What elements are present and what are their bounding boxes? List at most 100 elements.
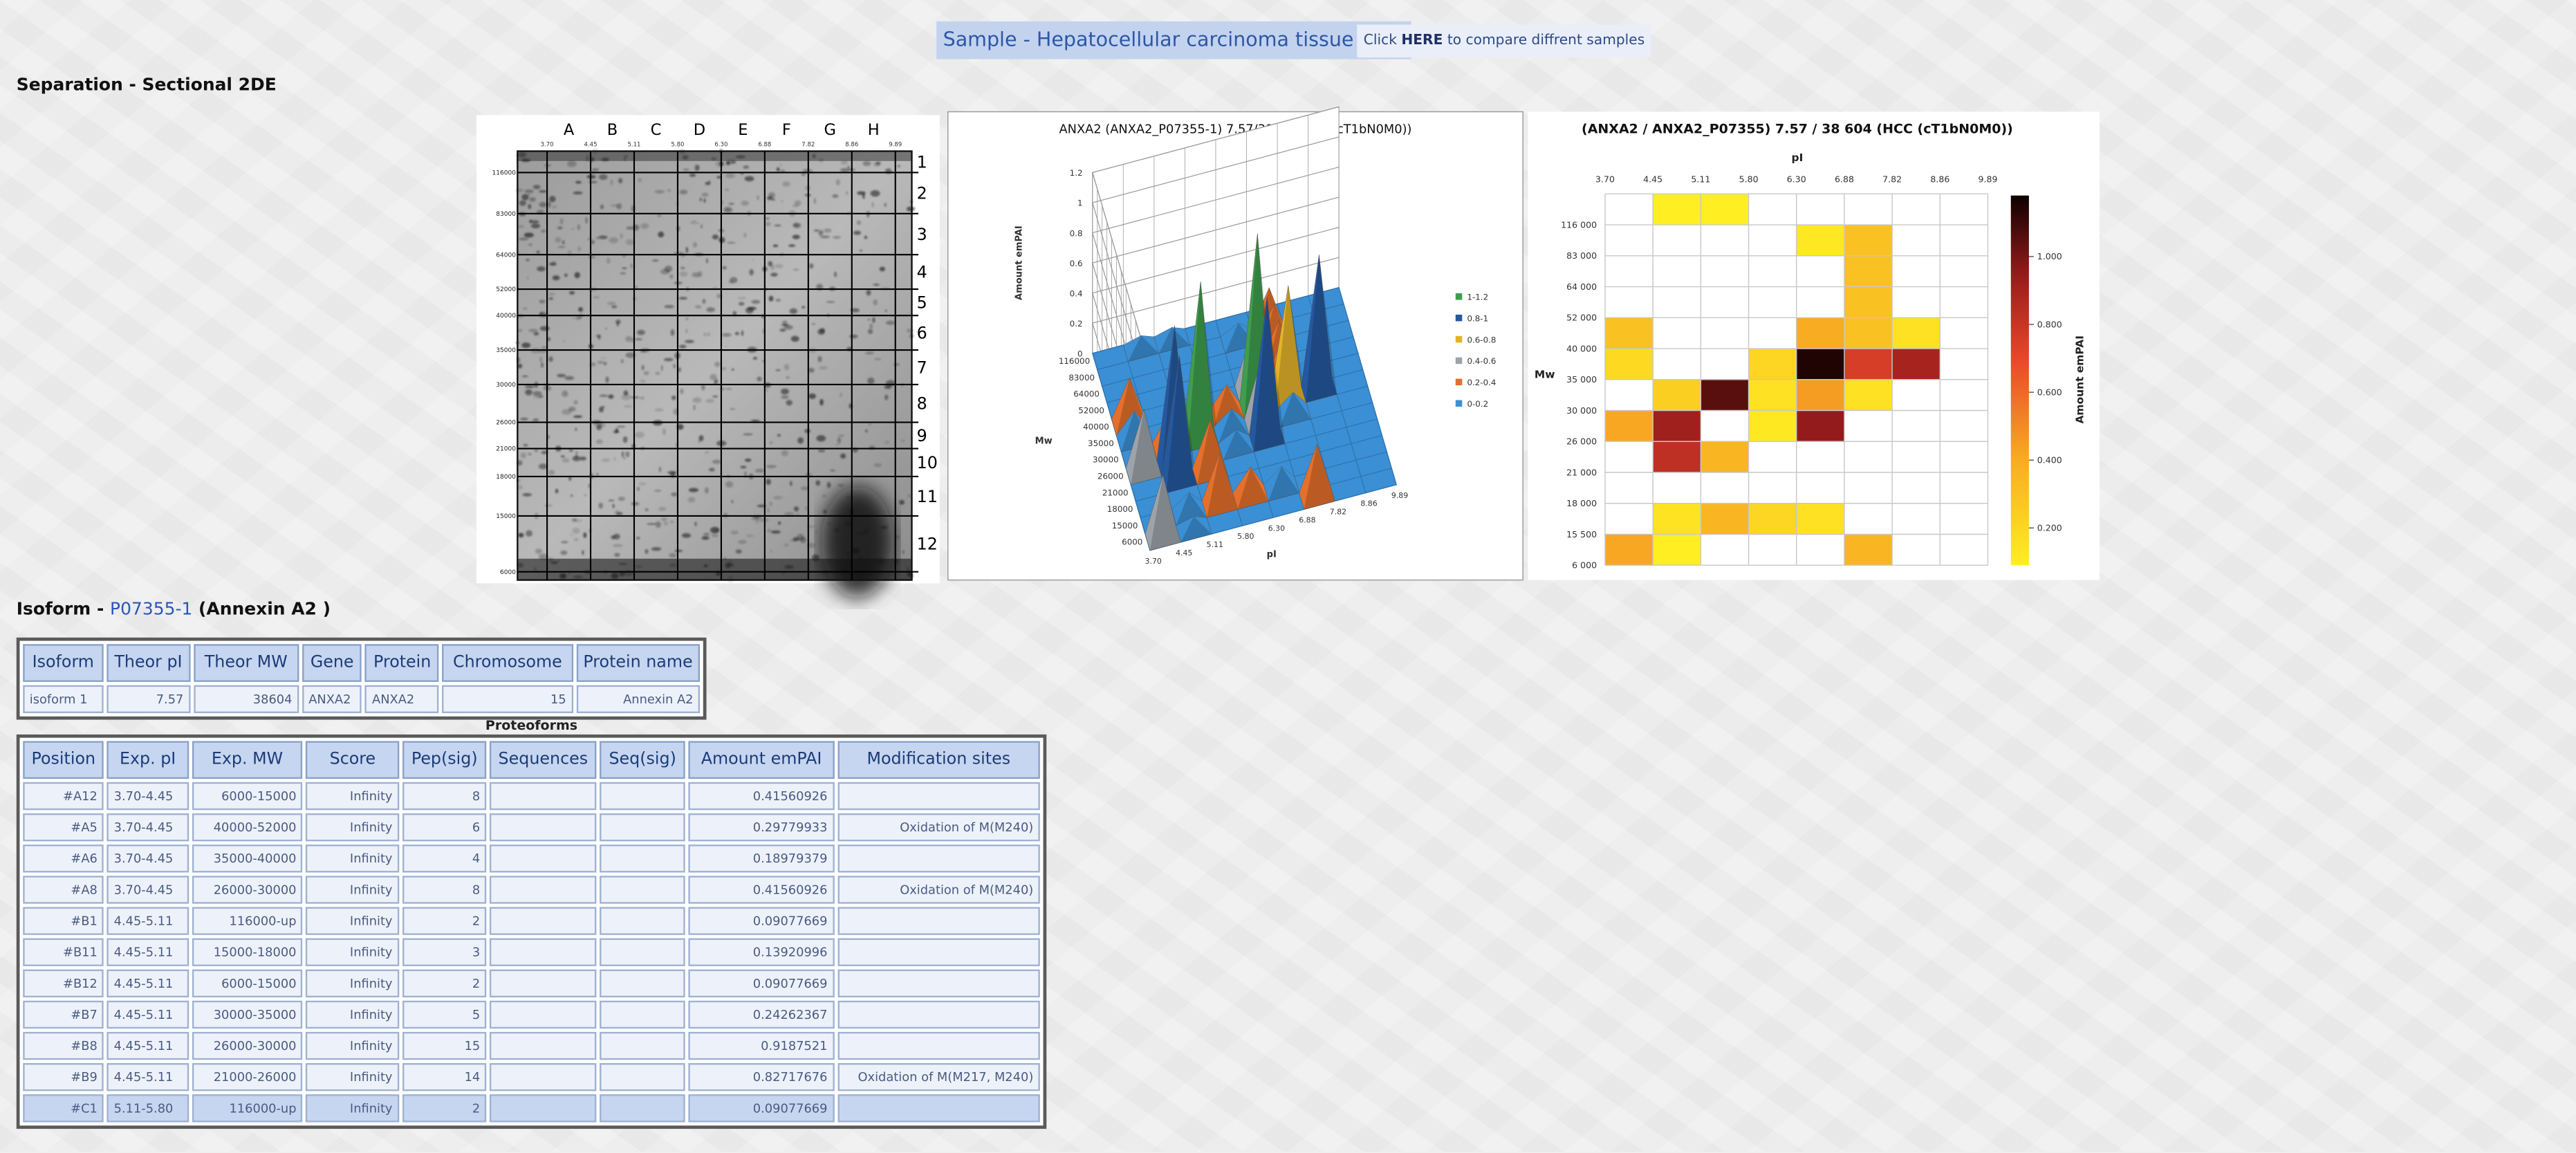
gel-spot <box>586 155 589 162</box>
table-cell <box>837 845 1040 873</box>
gel-spot <box>669 274 674 279</box>
heat-cell <box>1605 317 1653 349</box>
table-cell: 0.9187521 <box>689 1031 835 1060</box>
gel-spot <box>606 257 611 264</box>
gel-spot <box>605 327 607 330</box>
gel-spot <box>604 362 606 366</box>
gel-spot <box>545 221 547 223</box>
heat-cell <box>1844 255 1893 287</box>
table-cell <box>599 938 686 966</box>
table-cell: 2 <box>402 907 487 935</box>
gel-spot <box>740 465 747 468</box>
gel-spot <box>622 436 628 443</box>
gel-spot <box>625 154 628 158</box>
compare-link[interactable]: HERE <box>1401 33 1443 50</box>
isoform-accession[interactable]: P07355-1 <box>110 600 193 620</box>
x-tick-label: 7.82 <box>1330 508 1346 517</box>
gel-spot <box>614 510 620 516</box>
gel-spot <box>721 367 727 371</box>
table-cell: 40000-52000 <box>191 813 304 842</box>
gel-spot <box>725 173 735 178</box>
gel-spot <box>694 165 699 172</box>
gel-spot <box>710 526 720 534</box>
gel-spot <box>599 394 609 397</box>
y-tick-label: 26 000 <box>1566 436 1597 447</box>
x-tick-label: 6.88 <box>1299 515 1315 524</box>
gel-spot <box>640 380 646 382</box>
gel-spot <box>580 456 586 461</box>
table-cell: 38604 <box>193 685 299 714</box>
gel-spot <box>681 533 692 538</box>
gel-spot <box>685 247 689 253</box>
table-row: #B8 4.45-5.11 26000-30000 Infinity 15 0.91875… <box>23 1031 1040 1060</box>
gel-spot <box>823 509 827 514</box>
heat-cell <box>1796 317 1844 349</box>
y-tick-label: 40000 <box>496 313 516 320</box>
y-tick-label: 15000 <box>496 513 516 520</box>
gel-spot <box>723 207 732 212</box>
gel-spot <box>812 323 815 325</box>
gel-spot <box>884 203 887 207</box>
gel-spot <box>817 329 825 335</box>
proteoforms-title: Proteoforms <box>485 718 578 733</box>
table-cell: 3.70-4.45 <box>107 813 189 842</box>
column-header: Seq(sig) <box>599 741 686 780</box>
table-cell <box>599 1094 686 1123</box>
table-cell: 2 <box>402 1094 487 1123</box>
gel-spot <box>784 364 790 371</box>
heat-cell <box>1701 503 1749 535</box>
gel-spot <box>521 342 531 349</box>
gel-spot <box>608 394 614 399</box>
gel-spot <box>616 203 622 210</box>
x-tick-label: 5.11 <box>627 141 640 148</box>
gel-spot <box>655 521 661 528</box>
gel-spot <box>645 549 649 554</box>
gel-spot <box>617 425 626 427</box>
gel-spot <box>651 259 659 261</box>
gel-spot <box>703 198 706 203</box>
y-tick-label: 64 000 <box>1566 282 1597 292</box>
gel-spot <box>722 266 727 270</box>
gel-spot <box>792 234 800 239</box>
gel-spot <box>638 482 647 486</box>
gel-spot <box>539 312 548 317</box>
gel-spot <box>885 309 887 312</box>
table-cell <box>490 938 597 966</box>
gel-spot <box>765 221 771 226</box>
gel-spot <box>808 367 815 373</box>
gel-spot <box>536 250 540 254</box>
table-cell <box>490 845 597 873</box>
table-cell: 0.24262367 <box>689 1000 835 1029</box>
gel-spot <box>518 329 523 332</box>
x-tick-label: 4.45 <box>584 141 597 148</box>
gel-spot <box>750 420 760 422</box>
isoform-prefix: Isoform - <box>16 600 104 620</box>
gel-spot <box>528 243 532 246</box>
legend-swatch <box>1455 335 1463 343</box>
gel-spot <box>625 335 632 342</box>
gel-spot <box>689 174 696 177</box>
heat-cell <box>1796 410 1844 442</box>
y-tick-label: 26000 <box>1097 471 1124 481</box>
gel-spot <box>578 307 583 312</box>
gel-spot <box>816 435 826 442</box>
y-tick-label: 6000 <box>1122 537 1142 547</box>
table-cell <box>490 969 597 998</box>
heat-cell <box>1844 379 1893 411</box>
y-tick-label: 30000 <box>496 382 516 389</box>
y-axis-label: Mw <box>1535 368 1555 380</box>
table-cell: 4.45-5.11 <box>107 1000 189 1029</box>
table-cell <box>837 907 1040 935</box>
proteoforms-table: Position Exp. pI Exp. MW Score Pep(sig) Seque… <box>16 734 1047 1129</box>
gel-spot <box>613 544 623 547</box>
gel-spot <box>837 436 842 444</box>
gel-spot <box>598 502 603 509</box>
gel-spot <box>538 553 548 560</box>
gel-spot <box>694 522 698 524</box>
gel-spot <box>560 550 568 555</box>
table-cell: 0.41560926 <box>689 876 835 904</box>
gel-spot <box>598 174 608 181</box>
gel-spot <box>767 529 772 533</box>
table-cell: #C1 <box>23 1094 104 1123</box>
